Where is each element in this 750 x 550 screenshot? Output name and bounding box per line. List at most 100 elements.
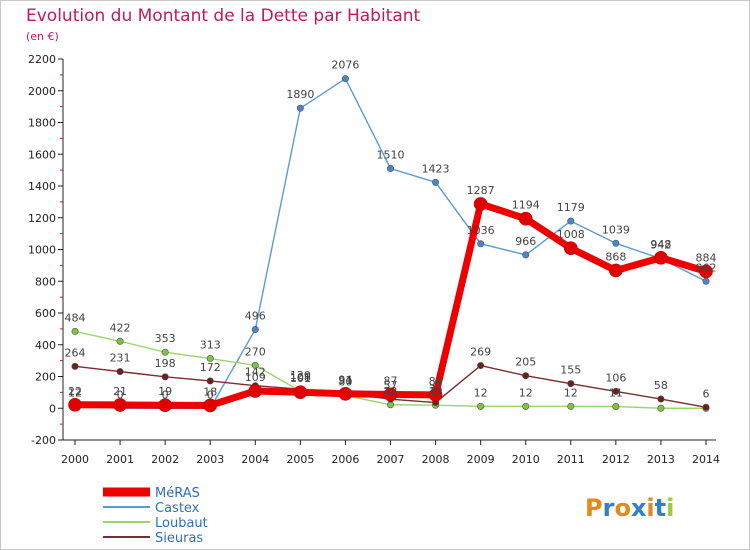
data-point-sieuras (206, 377, 214, 385)
data-label-castex: 0 (117, 388, 124, 401)
x-tick-label: 2004 (241, 453, 269, 466)
data-label-castex: 496 (245, 310, 266, 323)
chart-subtitle: (en €) (26, 30, 59, 43)
y-tick-label: 1800 (28, 117, 56, 130)
data-point-m-ras (518, 211, 533, 226)
data-point-m-ras (654, 250, 668, 265)
data-label-m-ras: 84 (429, 375, 443, 388)
data-point-loubaut (116, 337, 124, 345)
data-label-castex: 1890 (286, 88, 314, 101)
data-point-loubaut (251, 361, 259, 369)
y-tick-label: 400 (35, 339, 56, 352)
data-label-m-ras: 87 (384, 374, 398, 387)
data-label-castex: 942 (650, 239, 671, 252)
data-label-m-ras: 18 (203, 385, 217, 398)
data-label-sieuras: 198 (155, 357, 176, 370)
data-label-castex: 12 (68, 386, 82, 399)
data-point-loubaut (657, 404, 665, 412)
data-label-m-ras: 868 (605, 250, 626, 263)
data-label-castex: 1039 (602, 223, 630, 236)
data-label-m-ras: 91 (338, 374, 352, 387)
data-point-loubaut (567, 402, 575, 410)
data-label-loubaut: 80 (338, 376, 352, 389)
data-label-loubaut: 108 (290, 371, 311, 384)
data-point-m-ras (158, 398, 172, 413)
data-label-m-ras: 884 (696, 251, 717, 264)
data-label-castex: 0 (162, 388, 169, 401)
y-tick-label: 1400 (28, 180, 56, 193)
data-point-loubaut (161, 348, 169, 356)
x-tick-label: 2007 (377, 453, 405, 466)
data-point-castex (612, 239, 620, 247)
data-label-sieuras: 155 (560, 364, 581, 377)
y-tick-label: 1600 (28, 148, 56, 161)
legend-label-castex: Castex (155, 501, 200, 516)
data-label-m-ras: 19 (158, 385, 172, 398)
data-point-loubaut (206, 355, 214, 363)
x-tick-label: 2001 (106, 453, 134, 466)
y-tick-label: 200 (35, 371, 56, 384)
y-tick-label: 600 (35, 307, 56, 320)
y-tick-label: 1000 (28, 244, 56, 257)
data-point-m-ras (473, 197, 488, 211)
x-tick-label: 2011 (557, 453, 585, 466)
data-label-sieuras: 264 (65, 346, 86, 359)
data-point-sieuras (161, 373, 169, 381)
y-tick-label: 1200 (28, 212, 56, 225)
data-point-m-ras (293, 385, 308, 400)
data-label-castex: 862 (696, 261, 717, 274)
data-label-m-ras: 21 (113, 385, 127, 398)
legend-label-m-ras: MéRAS (155, 486, 200, 501)
data-label-loubaut: 422 (110, 321, 131, 334)
data-point-castex (522, 251, 530, 259)
data-point-castex (251, 326, 259, 334)
x-tick-label: 2013 (647, 453, 675, 466)
data-label-m-ras: 1287 (467, 184, 495, 197)
data-point-m-ras (609, 263, 623, 278)
data-point-m-ras (699, 264, 713, 279)
y-tick-label: 2000 (28, 85, 56, 98)
y-tick-label: -200 (31, 434, 56, 447)
data-label-sieuras: 58 (654, 379, 668, 392)
data-label-loubaut: 11 (609, 387, 623, 400)
data-label-loubaut: 12 (474, 386, 488, 399)
data-label-sieuras: 231 (110, 352, 131, 365)
data-point-sieuras (702, 403, 710, 411)
logo-text: Proxiti (585, 494, 674, 522)
data-point-sieuras (116, 368, 124, 376)
x-tick-label: 2000 (61, 453, 89, 466)
y-tick-label: 2200 (28, 53, 56, 66)
data-label-sieuras: 94 (338, 373, 352, 386)
y-tick-label: 0 (49, 402, 56, 415)
data-point-m-ras (248, 384, 263, 398)
data-point-loubaut (612, 403, 620, 411)
data-label-sieuras: 172 (200, 361, 221, 374)
data-label-loubaut: 12 (519, 386, 533, 399)
data-point-m-ras (563, 241, 578, 256)
proxiti-logo: Proxiti (585, 494, 674, 522)
data-point-castex (477, 240, 485, 248)
data-label-sieuras: 57 (384, 379, 398, 392)
data-point-sieuras (477, 362, 485, 370)
data-label-m-ras: 22 (68, 385, 82, 398)
data-label-castex: 0 (207, 388, 214, 401)
data-point-loubaut (522, 402, 530, 410)
x-tick-label: 2003 (196, 453, 224, 466)
x-tick-label: 2009 (467, 453, 495, 466)
data-point-m-ras (383, 387, 398, 402)
data-label-sieuras: 205 (515, 356, 536, 369)
data-label-loubaut: 313 (200, 339, 221, 352)
x-tick-label: 2014 (692, 453, 720, 466)
data-label-m-ras: 109 (245, 371, 266, 384)
data-point-castex (702, 277, 710, 285)
data-point-m-ras (428, 388, 443, 402)
data-label-sieuras: 142 (245, 366, 266, 379)
data-label-loubaut: 22 (384, 385, 398, 398)
data-label-loubaut: 12 (564, 386, 578, 399)
data-label-castex: 1179 (557, 201, 585, 214)
data-point-sieuras (612, 387, 620, 395)
data-point-m-ras (68, 397, 82, 412)
data-label-loubaut: 19 (429, 385, 443, 398)
